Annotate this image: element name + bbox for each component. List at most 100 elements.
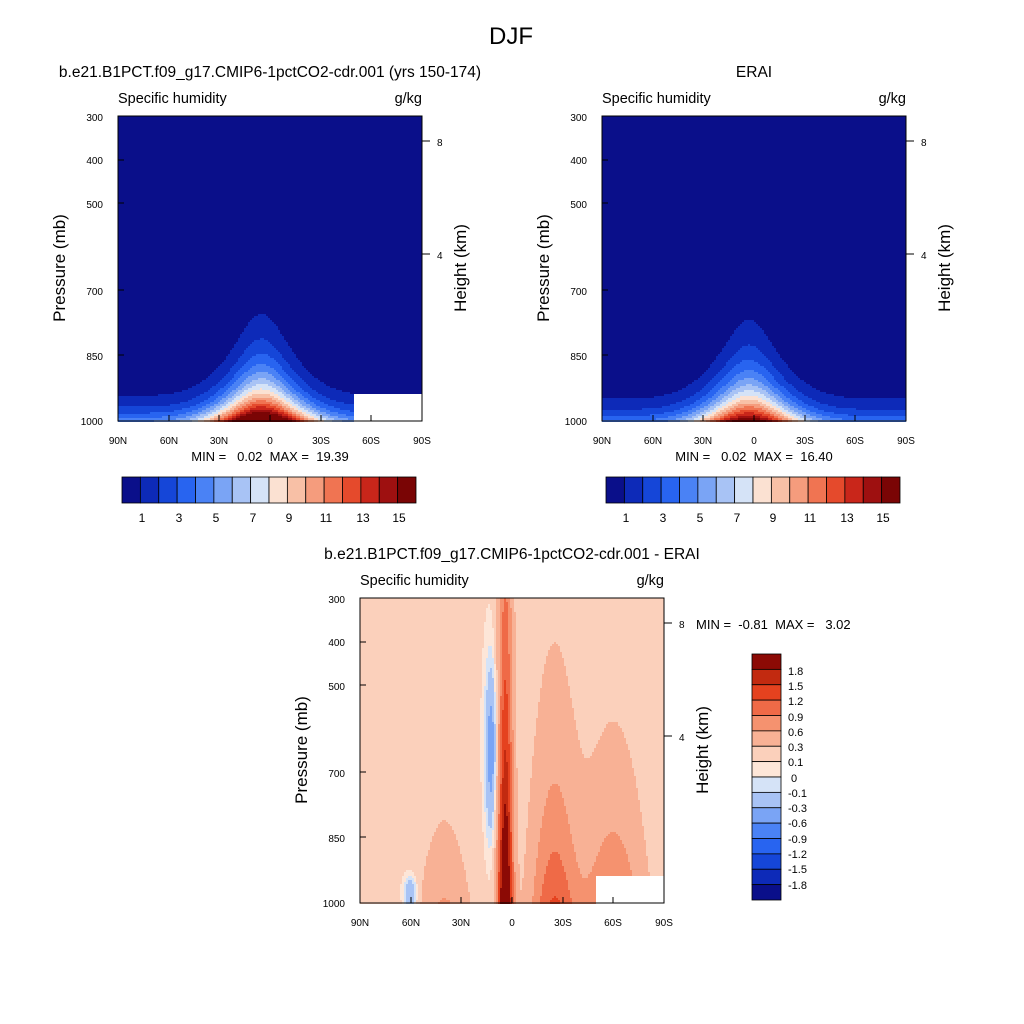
contour-cell	[602, 260, 906, 262]
contour-cell	[718, 372, 728, 374]
contour-cell	[416, 896, 418, 898]
colorbar-label: 1	[623, 511, 630, 525]
contour-cell	[544, 880, 568, 882]
contour-cell	[230, 350, 244, 352]
contour-cell	[602, 176, 906, 178]
contour-cell	[500, 678, 502, 680]
contour-cell	[500, 856, 502, 858]
contour-cell	[502, 740, 508, 742]
contour-cell	[464, 864, 486, 866]
contour-cell	[494, 720, 496, 722]
contour-cell	[516, 764, 532, 766]
contour-cell	[470, 896, 494, 898]
contour-cell	[360, 870, 406, 872]
contour-cell	[770, 388, 778, 390]
contour-cell	[232, 400, 236, 402]
contour-cell	[564, 870, 580, 872]
contour-cell	[492, 836, 494, 838]
contour-cell	[498, 768, 500, 770]
contour-cell	[634, 774, 664, 776]
panel-diff-title: b.e21.B1PCT.f09_g17.CMIP6-1pctCO2-cdr.00…	[324, 546, 700, 563]
contour-cell	[514, 858, 518, 860]
contour-cell	[484, 810, 488, 812]
contour-cell	[300, 402, 306, 404]
contour-cell	[492, 854, 494, 856]
contour-cell	[500, 790, 502, 792]
contour-cell	[484, 686, 488, 688]
contour-cell	[510, 840, 512, 842]
contour-cell	[530, 786, 550, 788]
contour-cell	[486, 664, 494, 666]
contour-cell	[282, 406, 286, 408]
contour-cell	[488, 842, 492, 844]
contour-cell	[290, 364, 302, 366]
contour-cell	[488, 730, 494, 732]
contour-cell	[118, 156, 422, 158]
contour-cell	[514, 866, 520, 868]
contour-cell	[510, 836, 512, 838]
contour-cell	[276, 378, 284, 380]
contour-cell	[502, 648, 508, 650]
contour-cell	[236, 372, 244, 374]
contour-cell	[118, 394, 158, 396]
contour-cell	[304, 414, 310, 416]
contour-cell	[788, 418, 792, 420]
contour-cell	[406, 878, 414, 880]
contour-cell	[418, 892, 422, 894]
contour-cell	[502, 872, 510, 874]
contour-cell	[508, 860, 510, 862]
contour-cell	[798, 398, 812, 400]
contour-cell	[502, 650, 508, 652]
contour-cell	[306, 402, 314, 404]
contour-cell	[492, 708, 494, 710]
contour-cell	[740, 362, 758, 364]
contour-cell	[486, 822, 488, 824]
contour-cell	[518, 842, 526, 844]
contour-cell	[532, 756, 584, 758]
contour-cell	[504, 754, 506, 756]
contour-cell	[486, 680, 488, 682]
contour-cell	[758, 362, 772, 364]
contour-cell	[236, 404, 240, 406]
contour-cell	[212, 386, 224, 388]
contour-cell	[602, 336, 730, 338]
contour-cell	[506, 682, 510, 684]
contour-cell	[496, 840, 498, 842]
contour-cell	[572, 842, 602, 844]
y-tick-label: 500	[86, 200, 103, 211]
contour-cell	[510, 684, 512, 686]
contour-cell	[508, 790, 510, 792]
contour-cell	[220, 380, 230, 382]
contour-cell	[484, 802, 486, 804]
contour-cell	[494, 728, 496, 730]
contour-cell	[502, 884, 510, 886]
contour-cell	[360, 836, 432, 838]
contour-cell	[272, 410, 278, 412]
contour-cell	[494, 794, 496, 796]
contour-cell	[510, 706, 512, 708]
contour-cell	[118, 320, 250, 322]
contour-cell	[482, 820, 486, 822]
contour-cell	[216, 392, 224, 394]
contour-cell	[516, 704, 538, 706]
contour-cell	[436, 828, 452, 830]
contour-cell	[710, 416, 714, 418]
contour-cell	[360, 732, 480, 734]
contour-cell	[516, 660, 546, 662]
contour-cell	[530, 792, 548, 794]
contour-cell	[798, 418, 804, 420]
y-tick-label: 300	[570, 113, 587, 124]
contour-cell	[514, 746, 516, 748]
contour-cell	[414, 878, 416, 880]
contour-cell	[740, 324, 758, 326]
contour-cell	[246, 412, 252, 414]
contour-cell	[118, 210, 422, 212]
contour-cell	[500, 832, 502, 834]
contour-cell	[728, 402, 736, 404]
contour-cell	[492, 830, 494, 832]
contour-cell	[498, 834, 500, 836]
contour-cell	[558, 898, 572, 900]
contour-cell	[778, 352, 906, 354]
contour-cell	[516, 694, 540, 696]
contour-cell	[506, 752, 510, 754]
